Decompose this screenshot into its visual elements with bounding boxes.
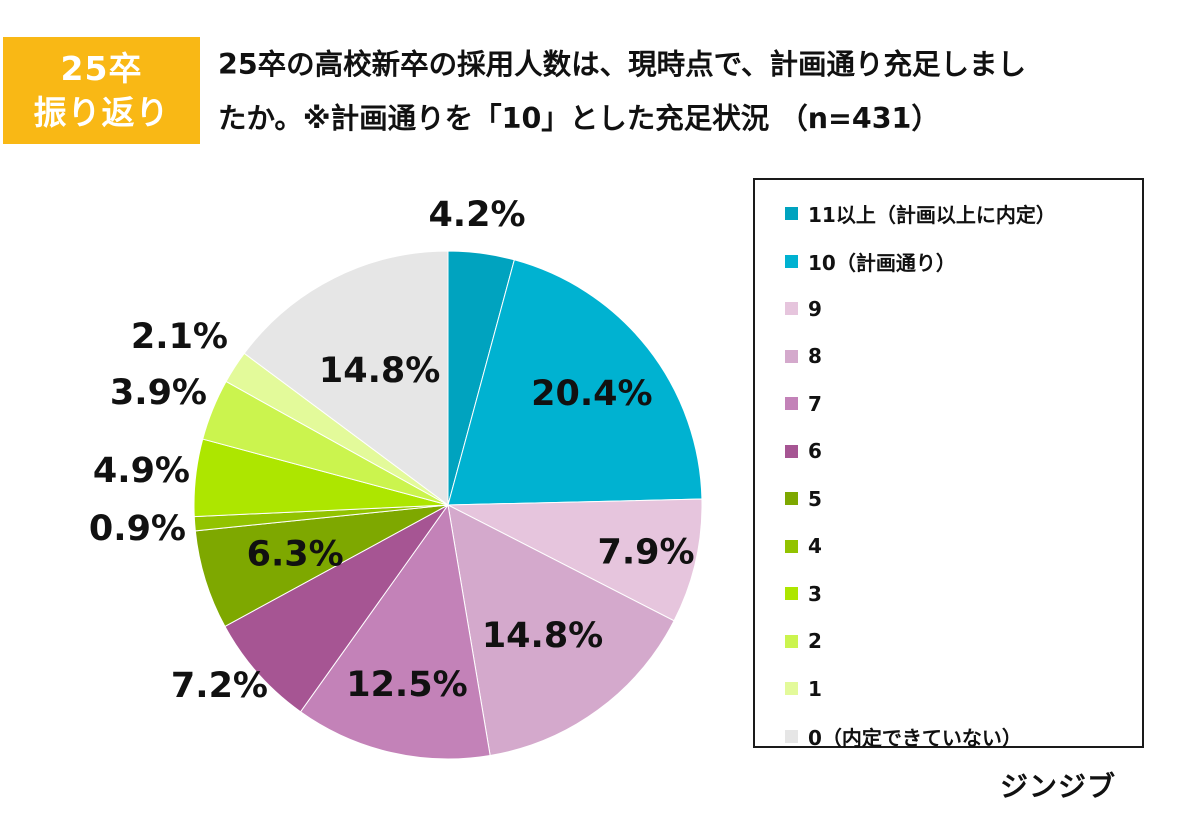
legend-swatch-8 [785, 587, 798, 601]
badge-line-2: 振り返り [33, 92, 170, 132]
legend-item-5: 6 [755, 428, 1142, 476]
legend-swatch-5 [785, 444, 798, 458]
legend-label-11: 0（内定できていない） [808, 725, 1022, 750]
legend-item-9: 2 [755, 618, 1142, 666]
legend-swatch-3 [785, 349, 798, 363]
legend-label-9: 2 [808, 629, 822, 654]
pie-data-label-7: 0.9% [89, 509, 186, 549]
pie-slice-5 [224, 504, 449, 713]
legend-label-2: 9 [808, 296, 822, 321]
legend-item-8: 3 [755, 570, 1142, 618]
chart-title-line-2: たか。※計画通りを「10」とした充足状況 （n=431） [218, 102, 940, 135]
pie-slice-11 [243, 250, 449, 506]
legend-swatch-1 [785, 254, 798, 268]
chart-legend: 11以上（計画以上に内定） 10（計画通り） 9 8 7 6 5 4 3 2 1 0（内定できていない… [753, 178, 1144, 750]
legend-item-3: 8 [755, 333, 1142, 381]
legend-label-3: 8 [808, 344, 822, 369]
legend-item-4: 7 [755, 380, 1142, 428]
pie-data-label-4: 12.5% [346, 665, 467, 705]
pie-slice-2 [447, 498, 703, 622]
legend-swatch-10 [785, 682, 798, 696]
legend-swatch-2 [785, 302, 798, 316]
pie-data-label-8: 4.9% [93, 451, 190, 491]
legend-item-6: 5 [755, 475, 1142, 523]
legend-item-1: 10（計画通り） [755, 238, 1142, 286]
year-review-badge: 25卒 振り返り [3, 37, 200, 144]
legend-swatch-6 [785, 492, 798, 506]
legend-swatch-4 [785, 397, 798, 411]
legend-swatch-11 [785, 729, 798, 743]
legend-swatch-7 [785, 539, 798, 553]
brand-logo-text: ジンジブ [1000, 770, 1117, 803]
legend-item-10: 1 [755, 665, 1142, 713]
chart-title: 25卒の高校新卒の採用人数は、現時点で、計画通り充足しまし たか。※計画通りを「… [218, 38, 1178, 146]
pie-data-label-1: 20.4% [531, 374, 652, 414]
pie-data-label-9: 3.9% [110, 373, 207, 413]
legend-label-1: 10（計画通り） [808, 250, 956, 275]
legend-item-2: 9 [755, 285, 1142, 333]
pie-data-label-5: 7.2% [171, 666, 268, 706]
legend-label-7: 4 [808, 534, 822, 559]
pie-data-label-10: 2.1% [131, 317, 228, 357]
pie-chart: 4.2% 20.4% 7.9% 14.8% 12.5% 7.2% 6.3% 0.9% 4.9% 3… [89, 195, 703, 760]
legend-swatch-9 [785, 634, 798, 648]
legend-item-11: 0（内定できていない） [755, 713, 1142, 761]
legend-label-6: 5 [808, 486, 822, 511]
pie-data-label-2: 7.9% [598, 532, 695, 572]
legend-label-0: 11以上（計画以上に内定） [808, 203, 1056, 228]
pie-data-label-11: 14.8% [319, 351, 440, 391]
pie-slice-1 [447, 259, 703, 506]
pie-data-label-3: 14.8% [482, 616, 603, 656]
chart-title-line-1: 25卒の高校新卒の採用人数は、現時点で、計画通り充足しまし [218, 48, 1027, 81]
pie-data-label-0: 4.2% [428, 195, 525, 235]
pie-slice-3 [447, 504, 675, 757]
badge-line-1: 25卒 [60, 48, 143, 88]
legend-label-8: 3 [808, 581, 822, 606]
pie-data-label-6: 6.3% [247, 534, 344, 574]
legend-swatch-0 [785, 207, 798, 221]
legend-item-7: 4 [755, 523, 1142, 571]
legend-item-0: 11以上（計画以上に内定） [755, 190, 1142, 238]
pie-slice-4 [299, 503, 491, 760]
legend-label-10: 1 [808, 676, 822, 701]
legend-label-5: 6 [808, 439, 822, 464]
legend-label-4: 7 [808, 391, 822, 416]
